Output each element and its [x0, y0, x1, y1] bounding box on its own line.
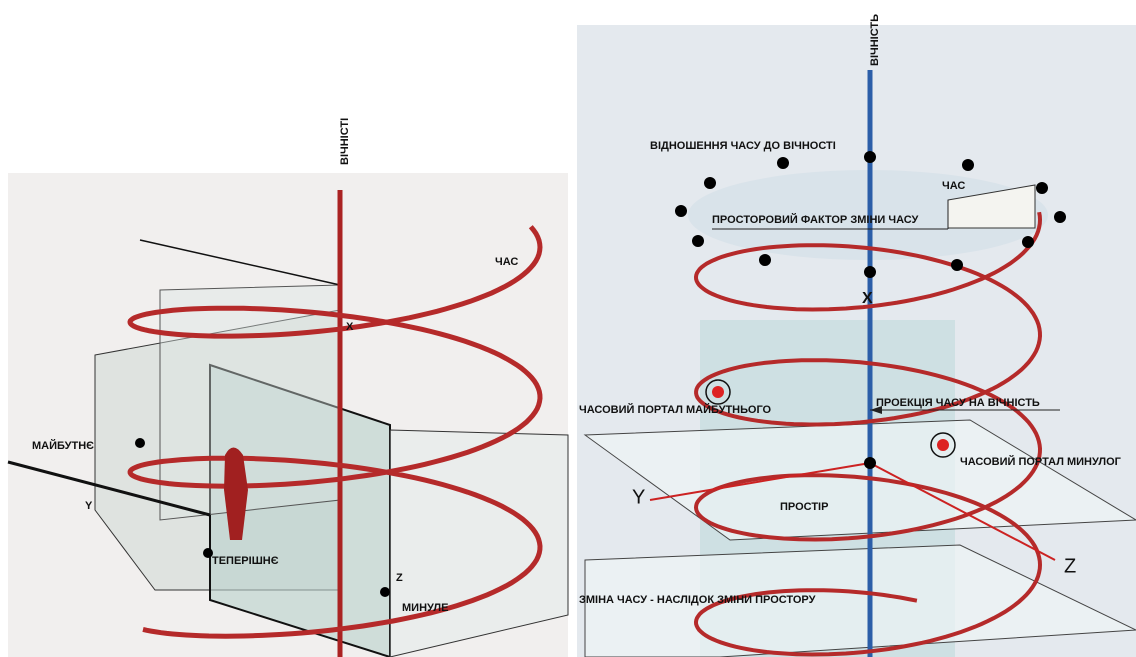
axis-z	[869, 462, 1056, 561]
label: ТЕПЕРІШНЄ	[212, 555, 279, 567]
time-helix	[693, 211, 1043, 657]
label: ВІЧНІСТЬ	[869, 14, 881, 66]
label: ЧАСОВИЙ ПОРТАЛ МАЙБУТНЬОГО	[579, 403, 772, 416]
point	[135, 438, 145, 448]
plane	[209, 363, 391, 657]
plane	[584, 544, 1136, 657]
right-diagram: ВІЧНІСТЬ ВІДНОШЕННЯ ЧАСУ ДО ВІЧНОСТІ ЧАС…	[577, 14, 1136, 657]
label: МАЙБУТНЄ	[32, 439, 94, 452]
axis-y	[7, 460, 211, 517]
label: Z	[396, 572, 403, 584]
label: ЧАС	[495, 256, 518, 268]
point	[203, 548, 213, 558]
label: Х	[346, 321, 354, 333]
label: ЧАС	[942, 180, 965, 192]
label: Z	[1064, 555, 1076, 577]
label: Y	[632, 486, 645, 508]
label: X	[862, 290, 873, 307]
points	[675, 151, 1066, 469]
arrowhead	[870, 406, 882, 414]
label: ЧАСОВИЙ ПОРТАЛ МИНУЛОГ	[960, 455, 1122, 468]
point	[380, 587, 390, 597]
label: ПРОЕКЦІЯ ЧАСУ НА ВІЧНІСТЬ	[876, 397, 1040, 409]
time-helix	[127, 225, 543, 639]
label: ПРОСТОРОВИЙ ФАКТОР ЗМІНИ ЧАСУ	[712, 213, 919, 226]
human-figure	[224, 447, 248, 540]
axis-y	[649, 462, 871, 501]
portal	[705, 379, 731, 405]
portal	[937, 439, 949, 451]
left-diagram: ВІЧНІСТІ ЧАС Х МАЙБУТНЄ Y ТЕПЕРІШНЄ Z МИ…	[7, 118, 569, 657]
label: ВІЧНІСТІ	[339, 118, 351, 165]
edge	[139, 239, 341, 286]
label: ВІДНОШЕННЯ ЧАСУ ДО ВІЧНОСТІ	[650, 140, 836, 152]
label: ЗМІНА ЧАСУ - НАСЛІДОК ЗМІНИ ПРОСТОРУ	[579, 594, 816, 606]
portal	[930, 432, 956, 458]
label: МИНУЛЕ	[402, 602, 449, 614]
label: ПРОСТІР	[780, 501, 828, 513]
portal	[712, 386, 724, 398]
label: Y	[85, 500, 93, 512]
